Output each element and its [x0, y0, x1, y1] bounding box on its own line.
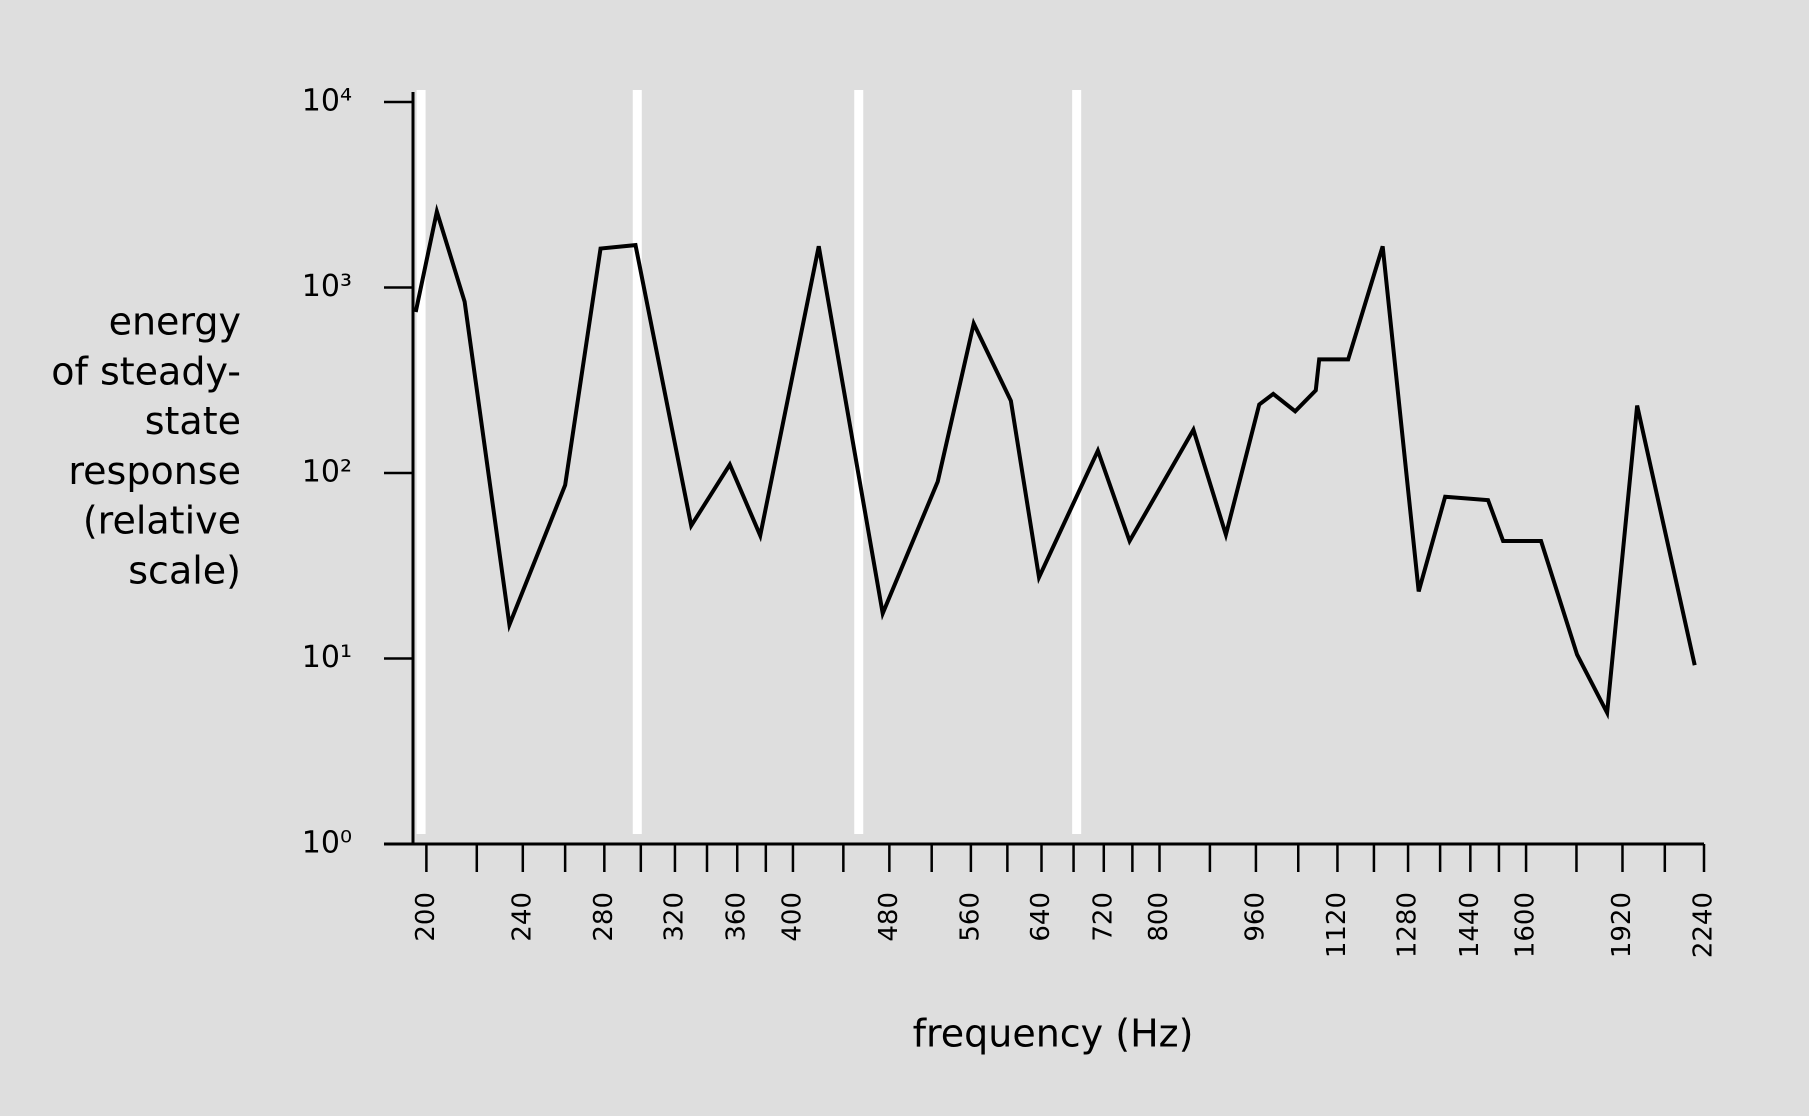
y-axis-label: scale) — [128, 549, 241, 593]
x-tick-label: 200 — [411, 892, 441, 942]
x-axis-label: frequency (Hz) — [913, 1012, 1194, 1056]
y-tick-label: 10² — [302, 455, 352, 490]
x-tick-label: 2240 — [1689, 892, 1719, 958]
x-tick-label: 480 — [874, 892, 904, 942]
highlight-band — [854, 90, 864, 834]
y-axis-label: (relative — [83, 499, 241, 543]
highlight-band — [632, 90, 642, 834]
x-tick-label: 240 — [507, 892, 537, 942]
x-tick-label: 320 — [659, 892, 689, 942]
highlight-band — [1072, 90, 1082, 834]
x-tick-label: 360 — [722, 892, 752, 942]
y-axis-label: response — [68, 449, 241, 493]
x-tick-label: 1120 — [1322, 892, 1352, 958]
x-tick-label: 1920 — [1607, 892, 1637, 958]
x-tick-label: 640 — [1026, 892, 1056, 942]
y-tick-label: 10⁰ — [302, 826, 352, 861]
y-axis-label: of steady- — [51, 349, 241, 393]
y-axis-label: state — [145, 399, 241, 443]
x-tick-label: 1600 — [1511, 892, 1541, 958]
y-axis-label: energy — [109, 300, 241, 344]
x-tick-label: 560 — [955, 892, 985, 942]
x-tick-label: 720 — [1088, 892, 1118, 942]
data-line — [413, 203, 1697, 720]
x-tick-label: 400 — [777, 892, 807, 942]
x-tick-label: 800 — [1144, 892, 1174, 942]
x-tick-label: 280 — [589, 892, 619, 942]
highlight-band — [416, 90, 426, 834]
y-tick-label: 10¹ — [302, 640, 352, 675]
y-tick-label: 10⁴ — [302, 84, 352, 119]
y-tick-label: 10³ — [302, 269, 352, 304]
x-tick-label: 1440 — [1455, 892, 1485, 958]
x-tick-label: 960 — [1240, 892, 1270, 942]
x-tick-label: 1280 — [1393, 892, 1423, 958]
